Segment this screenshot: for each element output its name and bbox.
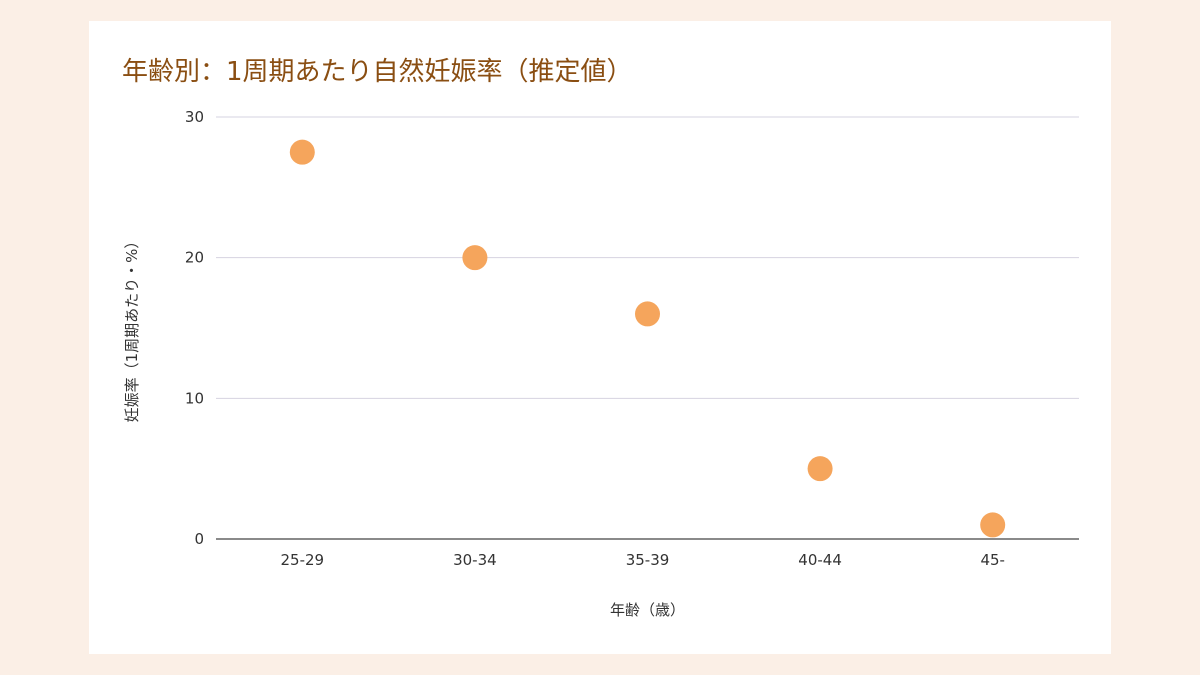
y-tick-label: 30 <box>185 108 204 126</box>
data-points <box>289 139 1006 538</box>
chart-title: 年齢別：1周期あたり自然妊娠率（推定値） <box>122 57 633 87</box>
data-point <box>289 139 315 165</box>
y-tick-labels: 0 10 20 30 <box>185 108 204 548</box>
x-tick-label: 45- <box>980 551 1005 569</box>
x-tick-label: 25-29 <box>281 551 325 569</box>
data-point <box>462 245 488 271</box>
data-point <box>980 512 1006 538</box>
x-axis-title: 年齢（歳） <box>610 601 685 619</box>
gridlines <box>216 116 1079 399</box>
x-tick-label: 30-34 <box>453 551 497 569</box>
x-tick-label: 40-44 <box>798 551 842 569</box>
scatter-plot: 0 10 20 30 25-29 30-34 35-39 40-44 45- 年齢（歳） 妊娠… <box>123 108 1079 619</box>
x-tick-labels: 25-29 30-34 35-39 40-44 45- <box>281 551 1005 569</box>
y-tick-label: 20 <box>185 249 204 267</box>
chart-card: 年齢別：1周期あたり自然妊娠率（推定値） 0 10 20 30 25-29 30-34 3… <box>89 21 1111 654</box>
x-tick-label: 35-39 <box>626 551 670 569</box>
y-axis-title: 妊娠率（1周期あたり・%） <box>123 234 141 423</box>
data-point <box>635 301 660 327</box>
y-tick-label: 10 <box>185 389 204 407</box>
y-tick-label: 0 <box>194 530 204 548</box>
data-point <box>807 456 833 482</box>
